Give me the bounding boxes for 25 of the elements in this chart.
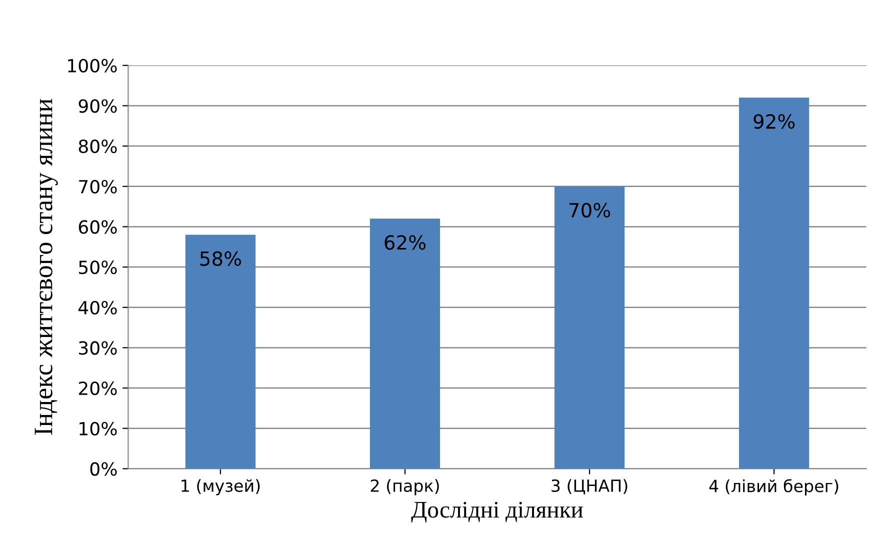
data-label: 92%: [754, 114, 795, 129]
x-tick-label: 2 (парк): [370, 479, 439, 496]
y-tick-label: 40%: [78, 300, 117, 314]
bar: [738, 98, 810, 469]
y-tick-label: 10%: [80, 422, 117, 436]
bar: [370, 218, 440, 469]
y-tick-label: 60%: [78, 220, 117, 234]
y-axis-title: Індекс життєвого стану ялини: [34, 98, 58, 435]
y-tick-label: 80%: [78, 140, 117, 154]
y-tick-label: 70%: [79, 180, 117, 194]
x-axis-title: Дослідні ділянки: [411, 502, 583, 522]
y-tick-label: 100%: [68, 58, 117, 73]
y-tick-label: 90%: [78, 99, 117, 113]
data-label: 62%: [384, 235, 426, 250]
y-tick-label: 30%: [79, 341, 117, 355]
bar: [185, 234, 256, 469]
data-label: 58%: [200, 251, 241, 266]
y-tick-label: 0%: [90, 462, 117, 476]
bar: [554, 186, 625, 469]
x-tick-label: 4 (лівий берег): [709, 479, 838, 496]
y-tick-label: 50%: [79, 260, 117, 274]
x-tick-label: 3 (ЦНАП): [552, 479, 628, 494]
data-label: 70%: [570, 202, 610, 218]
y-tick-label: 20%: [78, 382, 117, 396]
x-tick-label: 1 (музей): [182, 479, 260, 496]
